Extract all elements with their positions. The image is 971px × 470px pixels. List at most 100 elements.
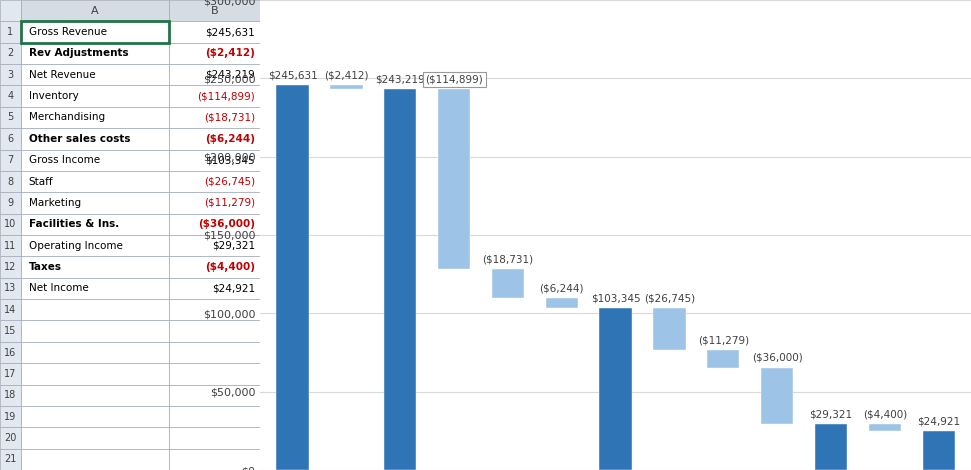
Text: 14: 14 bbox=[4, 305, 17, 315]
Text: ($2,412): ($2,412) bbox=[324, 70, 369, 80]
Bar bbox=[20, 299, 169, 321]
Bar bbox=[0, 64, 20, 86]
Text: 12: 12 bbox=[4, 262, 17, 272]
Bar bbox=[0, 107, 20, 128]
Bar bbox=[20, 21, 169, 43]
Text: $24,921: $24,921 bbox=[212, 283, 255, 293]
Bar bbox=[20, 235, 169, 256]
Bar bbox=[0, 0, 20, 21]
Bar bbox=[0, 384, 20, 406]
Text: $24,921: $24,921 bbox=[918, 416, 960, 426]
Text: ($114,899): ($114,899) bbox=[197, 91, 255, 101]
Text: 15: 15 bbox=[4, 326, 17, 336]
Text: Gross Income: Gross Income bbox=[28, 155, 100, 165]
Bar bbox=[0, 235, 20, 256]
Bar bbox=[869, 424, 901, 431]
Bar bbox=[0, 86, 20, 107]
Bar bbox=[0, 342, 20, 363]
Text: ($2,412): ($2,412) bbox=[205, 48, 255, 58]
Text: ($36,000): ($36,000) bbox=[198, 219, 255, 229]
Text: 3: 3 bbox=[8, 70, 14, 80]
Text: 11: 11 bbox=[4, 241, 17, 251]
Text: 2: 2 bbox=[8, 48, 14, 58]
Bar bbox=[0, 192, 20, 214]
Bar bbox=[169, 43, 260, 64]
Bar bbox=[169, 64, 260, 86]
Bar bbox=[20, 43, 169, 64]
Text: $103,345: $103,345 bbox=[590, 293, 641, 304]
Bar bbox=[0, 21, 20, 43]
Bar bbox=[169, 256, 260, 278]
Text: 1: 1 bbox=[8, 27, 14, 37]
Bar bbox=[0, 278, 20, 299]
Bar bbox=[546, 298, 578, 308]
Bar bbox=[20, 21, 169, 43]
Text: ($18,731): ($18,731) bbox=[204, 112, 255, 123]
Bar bbox=[169, 128, 260, 149]
Text: ($11,279): ($11,279) bbox=[698, 335, 749, 345]
Bar bbox=[20, 449, 169, 470]
Bar bbox=[922, 431, 954, 470]
Bar bbox=[761, 368, 793, 424]
Bar bbox=[169, 0, 260, 21]
Bar bbox=[169, 406, 260, 427]
Bar bbox=[0, 128, 20, 149]
Bar bbox=[0, 363, 20, 384]
Bar bbox=[20, 149, 169, 171]
Text: 18: 18 bbox=[4, 390, 17, 400]
Text: $29,321: $29,321 bbox=[810, 409, 853, 419]
Text: ($114,899): ($114,899) bbox=[425, 74, 483, 84]
Bar bbox=[0, 427, 20, 449]
Bar bbox=[169, 363, 260, 384]
Bar bbox=[599, 308, 632, 470]
Bar bbox=[0, 171, 20, 192]
Text: ($6,244): ($6,244) bbox=[205, 134, 255, 144]
Text: 7: 7 bbox=[8, 155, 14, 165]
Text: Net Revenue: Net Revenue bbox=[28, 70, 95, 80]
Bar bbox=[20, 214, 169, 235]
Text: ($6,244): ($6,244) bbox=[540, 283, 584, 294]
Bar bbox=[653, 308, 686, 350]
Text: ($4,400): ($4,400) bbox=[862, 409, 907, 419]
Text: 10: 10 bbox=[4, 219, 17, 229]
Bar bbox=[0, 406, 20, 427]
Bar bbox=[169, 21, 260, 43]
Text: Inventory: Inventory bbox=[28, 91, 79, 101]
Bar bbox=[169, 384, 260, 406]
Bar bbox=[169, 149, 260, 171]
Bar bbox=[20, 406, 169, 427]
Text: $245,631: $245,631 bbox=[268, 70, 318, 80]
Text: $243,219: $243,219 bbox=[376, 74, 425, 84]
Text: Marketing: Marketing bbox=[28, 198, 81, 208]
Text: Staff: Staff bbox=[28, 177, 53, 187]
Bar bbox=[169, 342, 260, 363]
Text: 16: 16 bbox=[4, 347, 17, 358]
Bar bbox=[20, 278, 169, 299]
Text: ($18,731): ($18,731) bbox=[483, 254, 533, 264]
Text: Net Income: Net Income bbox=[28, 283, 88, 293]
Text: $243,219: $243,219 bbox=[205, 70, 255, 80]
Bar bbox=[20, 86, 169, 107]
Text: Merchandising: Merchandising bbox=[28, 112, 105, 123]
Text: $245,631: $245,631 bbox=[205, 27, 255, 37]
Bar bbox=[169, 278, 260, 299]
Bar bbox=[20, 128, 169, 149]
Text: 20: 20 bbox=[4, 433, 17, 443]
Text: Gross Revenue: Gross Revenue bbox=[28, 27, 107, 37]
Bar bbox=[0, 299, 20, 321]
Bar bbox=[169, 449, 260, 470]
Bar bbox=[169, 214, 260, 235]
Text: ($4,400): ($4,400) bbox=[205, 262, 255, 272]
Text: Operating Income: Operating Income bbox=[28, 241, 122, 251]
Text: 6: 6 bbox=[8, 134, 14, 144]
Text: ($26,745): ($26,745) bbox=[204, 177, 255, 187]
Bar bbox=[20, 192, 169, 214]
Text: 4: 4 bbox=[8, 91, 14, 101]
Bar bbox=[0, 214, 20, 235]
Text: 5: 5 bbox=[8, 112, 14, 123]
Bar bbox=[0, 449, 20, 470]
Bar bbox=[707, 350, 740, 368]
Bar bbox=[20, 0, 169, 21]
Bar bbox=[20, 427, 169, 449]
Bar bbox=[169, 192, 260, 214]
